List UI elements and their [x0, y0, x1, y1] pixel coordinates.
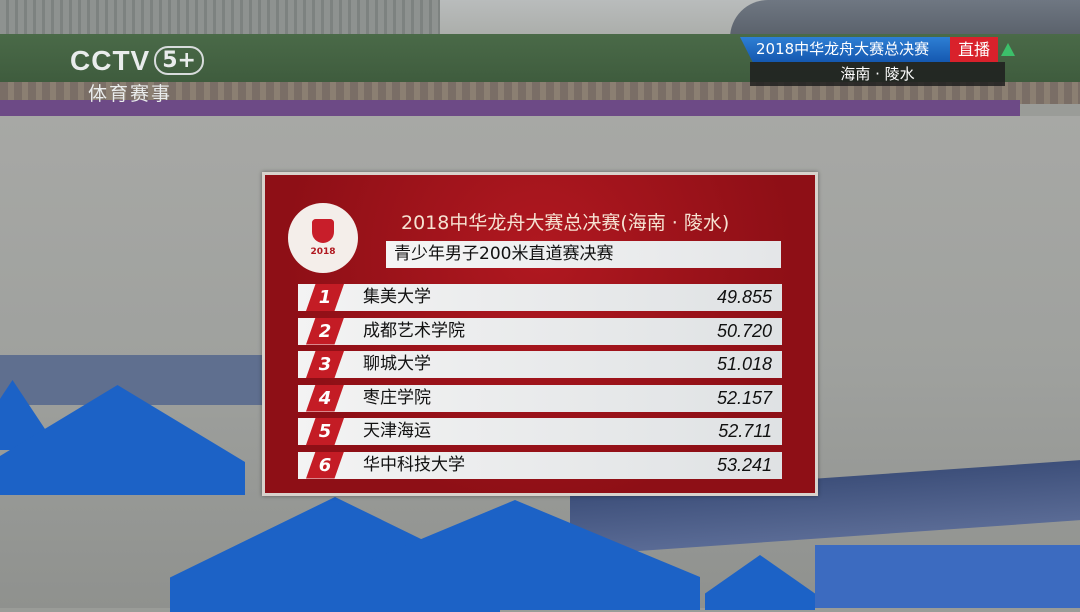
finish-time: 51.018: [716, 354, 772, 374]
rank-badge: 5: [306, 418, 344, 445]
team-name: 天津海运: [363, 421, 431, 441]
event-name: 青少年男子200米直道赛决赛: [386, 241, 781, 268]
live-bug-location: 海南 · 陵水: [750, 62, 1005, 86]
results-title: 2018中华龙舟大赛总决赛(海南 · 陵水): [401, 212, 730, 234]
result-row: 5 天津海运 52.711: [298, 418, 782, 445]
live-bug-title: 2018中华龙舟大赛总决赛: [740, 37, 950, 62]
rank-badge: 3: [306, 351, 344, 378]
result-row: 1 集美大学 49.855: [298, 284, 782, 311]
finish-time: 52.711: [718, 421, 772, 441]
channel-logo: CCTV 5+ 体育赛事: [70, 45, 204, 106]
live-badge: 直播: [949, 37, 998, 62]
finish-time: 53.241: [716, 454, 772, 475]
advertising-banner: [0, 100, 1020, 116]
triangle-icon: [1001, 43, 1015, 56]
team-name: 聊城大学: [363, 354, 431, 374]
channel-number: 5+: [154, 46, 204, 75]
live-bug: 2018中华龙舟大赛总决赛 直播 海南 · 陵水: [740, 37, 1015, 86]
event-emblem: 2018: [288, 203, 358, 273]
stadium: [730, 0, 1080, 38]
team-name: 成都艺术学院: [363, 320, 465, 341]
team-name: 集美大学: [363, 287, 431, 307]
finish-time: 52.157: [716, 387, 772, 408]
result-row: 2 成都艺术学院 50.720: [298, 317, 782, 345]
finish-time: 49.855: [716, 287, 772, 307]
result-row: 6 华中科技大学 53.241: [298, 451, 782, 479]
result-row: 3 聊城大学 51.018: [298, 351, 782, 378]
cctv-logo-text: CCTV: [70, 45, 151, 76]
spectator-stands: [0, 82, 1080, 104]
rank-badge: 4: [306, 384, 344, 412]
rank-badge: 1: [306, 284, 344, 311]
channel-name: 体育赛事: [88, 83, 173, 105]
dragon-boat-emblem-icon: [312, 219, 334, 243]
team-name: 枣庄学院: [363, 387, 431, 408]
team-name: 华中科技大学: [363, 454, 465, 475]
emblem-year: 2018: [310, 247, 336, 257]
rank-badge: 6: [306, 451, 344, 479]
finish-time: 50.720: [716, 320, 772, 341]
rank-badge: 2: [306, 317, 344, 345]
pontoon-platform: [815, 545, 1080, 608]
results-board: 2018 2018中华龙舟大赛总决赛(海南 · 陵水) 青少年男子200米直道赛…: [262, 172, 818, 496]
result-row: 4 枣庄学院 52.157: [298, 384, 782, 412]
